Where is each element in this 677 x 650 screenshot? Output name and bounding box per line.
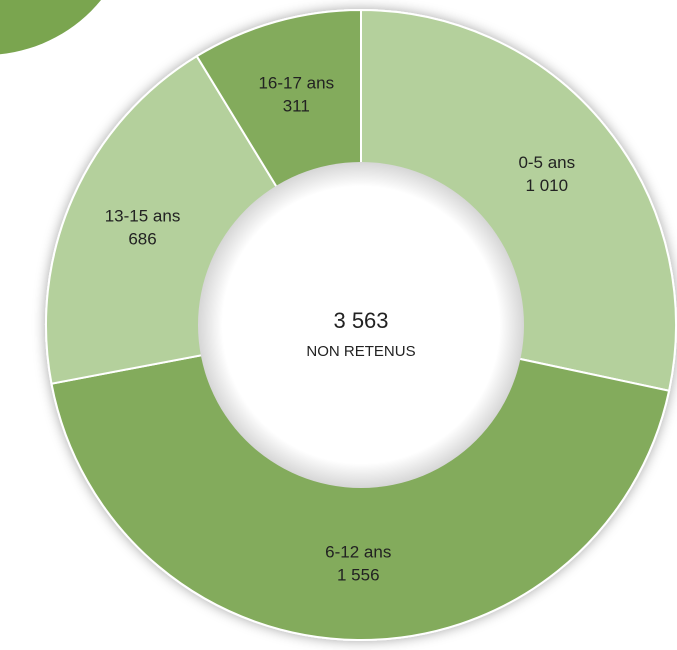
slice-label: 6-12 ans [325, 542, 391, 561]
slice-label: 0-5 ans [518, 153, 575, 172]
center-value: 3 563 [333, 308, 388, 333]
center-label: NON RETENUS [306, 343, 415, 360]
slice-label: 13-15 ans [105, 207, 181, 226]
slice-value: 686 [128, 230, 156, 249]
slice-value: 1 556 [337, 565, 380, 584]
decoration-circle [0, 0, 102, 55]
donut-hole [198, 162, 524, 488]
slice-label: 16-17 ans [258, 73, 334, 92]
slice-value: 311 [283, 96, 310, 115]
slice-value: 1 010 [526, 176, 569, 195]
